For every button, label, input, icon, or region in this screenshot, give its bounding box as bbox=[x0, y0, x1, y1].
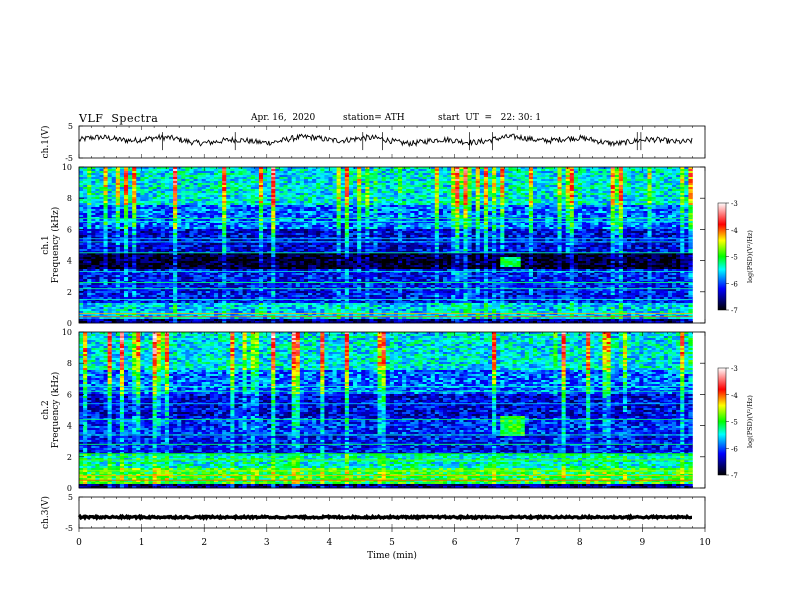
spectrogram-1-ytick-label: 4 bbox=[67, 257, 72, 266]
waveform-1-ytick-label: -5 bbox=[65, 154, 73, 163]
spectrogram-1-ytick-label: 2 bbox=[67, 288, 72, 297]
xaxis-tick-label: 8 bbox=[577, 538, 583, 548]
waveform-1-ytick-label: 5 bbox=[68, 122, 73, 131]
xaxis-tick-label: 10 bbox=[699, 538, 711, 548]
spectrogram-1-ytick-label: 6 bbox=[67, 225, 72, 234]
colorbar-2-label: log(PSD)(V²/Hz) bbox=[746, 395, 754, 448]
spectrogram-1-ylabel: Frequency (kHz) bbox=[50, 207, 61, 284]
colorbar-2-tick-label: -4 bbox=[731, 392, 738, 400]
colorbar-1-tick-label: -7 bbox=[731, 307, 738, 315]
spectrogram-1-ytick-label: 10 bbox=[62, 163, 72, 172]
waveform-1-series bbox=[78, 133, 693, 148]
waveform-3-ytick-label: -5 bbox=[65, 524, 73, 533]
colorbar-2-tick-label: -6 bbox=[731, 445, 738, 453]
colorbar-2-tick-label: -3 bbox=[731, 365, 738, 373]
waveform-frame-3 bbox=[78, 496, 706, 529]
colorbar-1 bbox=[717, 202, 727, 311]
xaxis-tick-label: 1 bbox=[139, 538, 145, 548]
spectrogram-2-ytick-label: 4 bbox=[67, 422, 72, 431]
station-label: station= ATH bbox=[343, 113, 405, 123]
xaxis-tick-label: 4 bbox=[327, 538, 333, 548]
colorbar-1-label: log(PSD)(V²/Hz) bbox=[746, 230, 754, 283]
spectrogram-2-channel-label: ch.2 bbox=[41, 400, 51, 419]
colorbar-1-tick-label: -5 bbox=[731, 254, 738, 262]
colorbar-2-tick-label: -5 bbox=[731, 419, 738, 427]
spectrogram-2-ytick-label: 8 bbox=[67, 359, 72, 368]
spectrogram-2-ylabel: Frequency (kHz) bbox=[50, 372, 61, 449]
xaxis-tick-label: 9 bbox=[640, 538, 646, 548]
waveform-3-ylabel: ch.3(V) bbox=[40, 496, 51, 529]
colorbar-1-tick-label: -6 bbox=[731, 280, 738, 288]
spectrogram-2-image bbox=[79, 332, 693, 489]
colorbar-2 bbox=[717, 367, 727, 476]
xaxis-tick-label: 3 bbox=[264, 538, 270, 548]
date-label: Apr. 16, 2020 bbox=[251, 113, 315, 123]
spectrogram-2-ytick-label: 0 bbox=[67, 484, 72, 493]
start-time-label: start UT = 22: 30: 1 bbox=[438, 113, 541, 123]
xaxis-tick-label: 2 bbox=[201, 538, 207, 548]
colorbar-1-tick-label: -3 bbox=[731, 200, 738, 208]
xaxis-tick-label: 7 bbox=[514, 538, 520, 548]
spectrogram-1-image bbox=[79, 167, 693, 324]
xaxis-tick-label: 6 bbox=[452, 538, 458, 548]
colorbar-1-tick-label: -4 bbox=[731, 227, 738, 235]
xaxis-tick-label: 0 bbox=[76, 538, 82, 548]
figure-title: VLF Spectra bbox=[79, 112, 158, 125]
colorbar-2-tick-label: -7 bbox=[731, 472, 738, 480]
spectrogram-2-ytick-label: 6 bbox=[67, 390, 72, 399]
spectrogram-2-ytick-label: 10 bbox=[62, 328, 72, 337]
spectrogram-2-ytick-label: 2 bbox=[67, 453, 72, 462]
xaxis-label: Time (min) bbox=[367, 550, 417, 561]
spectrogram-1-ytick-label: 8 bbox=[67, 194, 72, 203]
waveform-3-ytick-label: 5 bbox=[68, 493, 73, 502]
spectrogram-1-ytick-label: 0 bbox=[67, 319, 72, 328]
waveform-3-series bbox=[77, 513, 692, 521]
xaxis-tick-label: 5 bbox=[389, 538, 395, 548]
waveform-1-ylabel: ch.1(V) bbox=[40, 126, 51, 159]
spectrogram-1-channel-label: ch.1 bbox=[41, 235, 51, 254]
